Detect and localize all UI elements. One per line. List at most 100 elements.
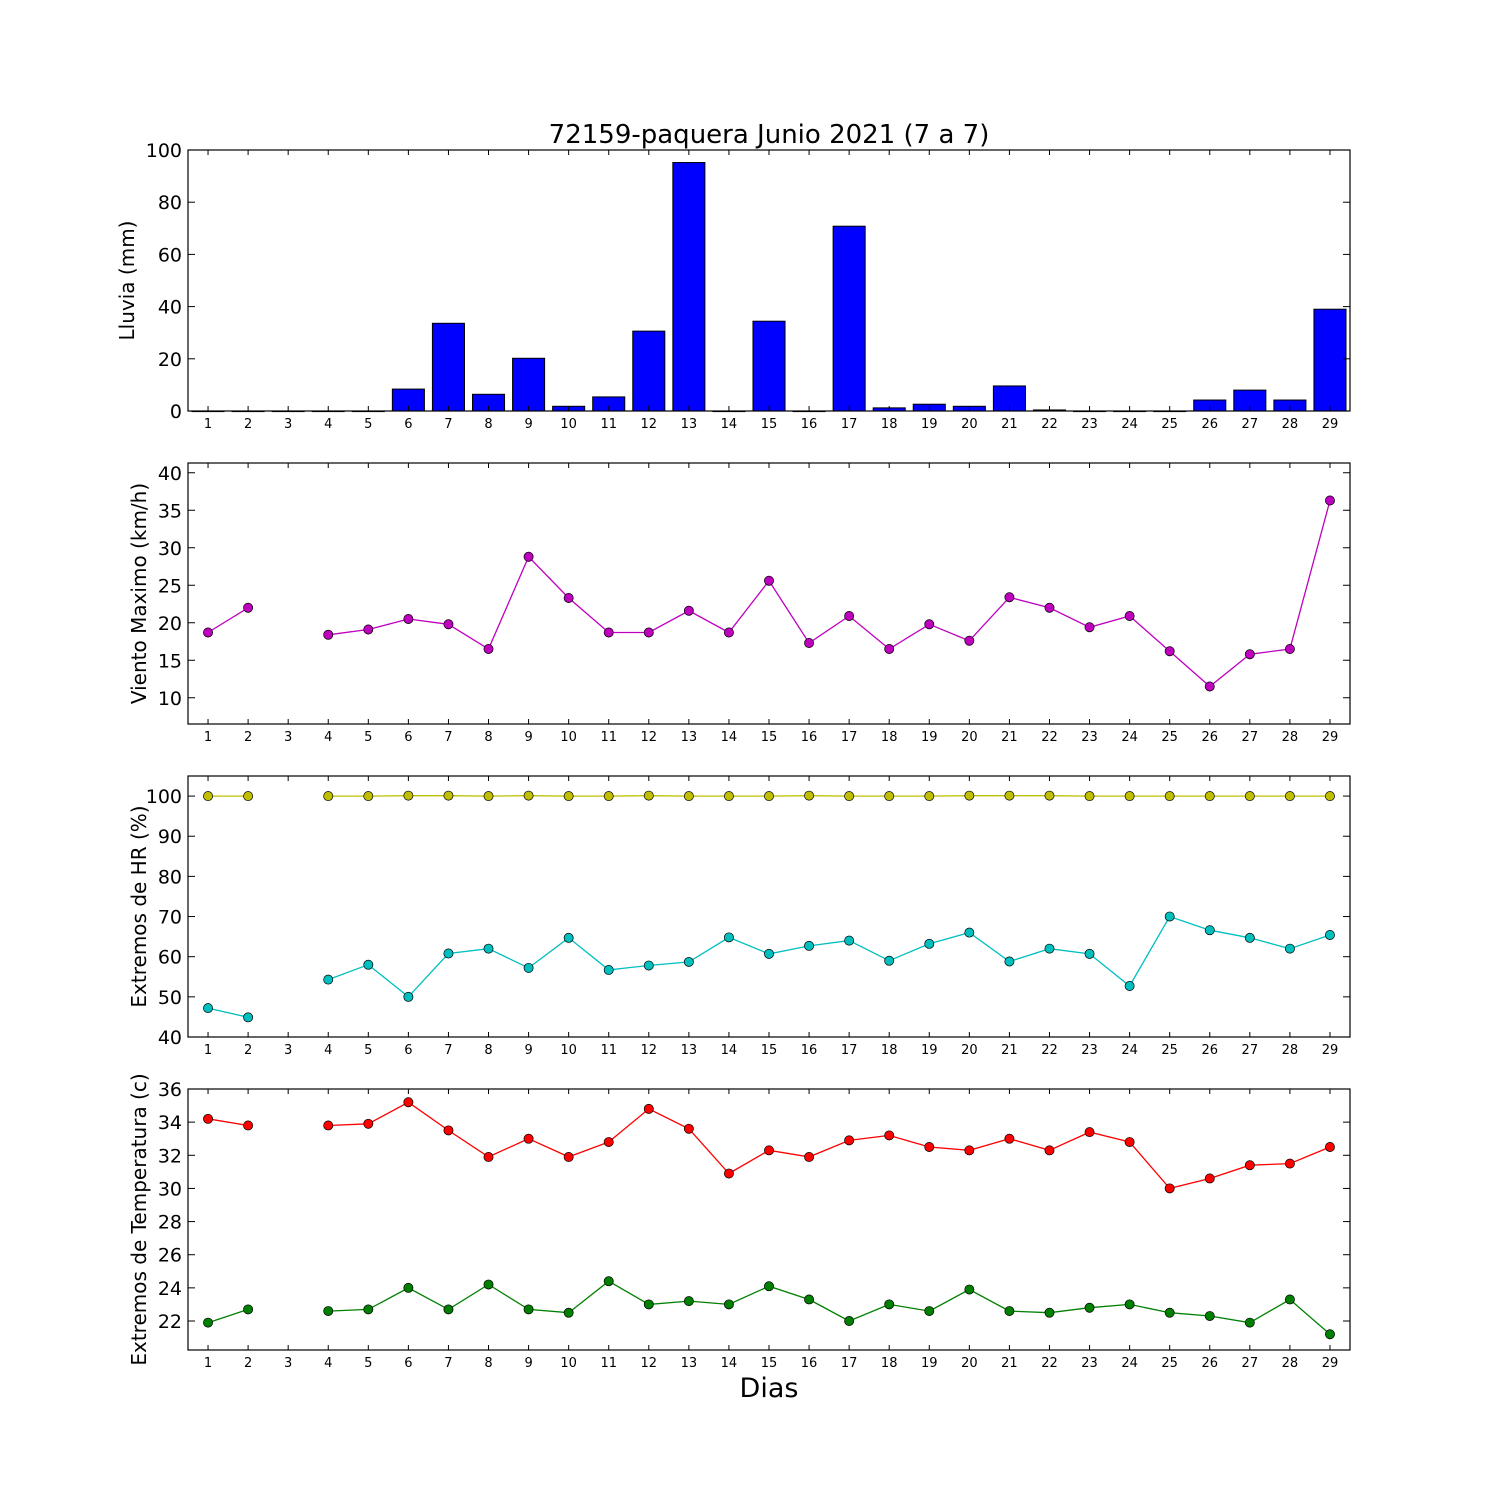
- x-tick-label: 25: [1161, 1043, 1178, 1058]
- point-series-2-day-25: [1164, 911, 1175, 922]
- x-tick-label: 22: [1041, 1043, 1058, 1058]
- point-series-1-day-6: [403, 790, 414, 801]
- x-tick-label: 28: [1282, 1043, 1299, 1058]
- x-tick-label: 27: [1242, 1356, 1259, 1371]
- point-series-1-day-12: [643, 627, 654, 638]
- point-series-1-day-6: [403, 1097, 414, 1108]
- subplot-3: 1 2 3 4 5 6 7 8 9 10 11 12 13 14 15 16 17 18 19 20 21 22 23 24 2…: [127, 775, 1351, 1058]
- point-series-2-day-13: [683, 956, 694, 967]
- x-tick-label: 23: [1081, 730, 1098, 745]
- x-tick-label: 2: [244, 730, 252, 745]
- point-series-1-day-9: [523, 551, 534, 562]
- point-series-1-day-18: [884, 1130, 895, 1141]
- x-tick-label: 19: [921, 1356, 938, 1371]
- point-series-1-day-25: [1164, 791, 1175, 802]
- subplots: 1 2 3 4 5 6 7 8 9 10 11 12 13 14 15 16 17 18 19 20 21 22 23 24 2…: [115, 120, 1351, 1404]
- point-series-1-day-26: [1204, 791, 1215, 802]
- x-tick-label: 8: [484, 1356, 492, 1371]
- x-tick-label: 25: [1161, 1356, 1178, 1371]
- point-series-1-day-22: [1044, 790, 1055, 801]
- x-tick-label: 4: [324, 417, 332, 432]
- y-tick-label: 28: [158, 1212, 182, 1234]
- x-tick-label: 16: [801, 730, 818, 745]
- point-series-2-day-13: [683, 1296, 694, 1307]
- point-series-1-day-20: [964, 790, 975, 801]
- point-series-1-day-24: [1124, 791, 1135, 802]
- point-series-1-day-13: [683, 791, 694, 802]
- point-series-2-day-15: [764, 1281, 774, 1292]
- point-series-2-day-21: [1004, 956, 1015, 967]
- x-tick-label: 19: [921, 1043, 938, 1058]
- point-series-1-day-26: [1204, 1173, 1215, 1184]
- point-series-1-day-1: [203, 791, 213, 802]
- point-series-1-day-19: [924, 1142, 935, 1152]
- point-series-2-day-4: [323, 974, 334, 985]
- point-series-2-day-4: [323, 1306, 334, 1317]
- point-series-2-day-6: [403, 991, 414, 1002]
- point-series-1-day-15: [764, 575, 774, 586]
- x-tick-label: 8: [484, 417, 492, 432]
- x-tick-label: 3: [284, 417, 292, 432]
- bar-day-9: [512, 357, 546, 412]
- x-tick-label: 12: [641, 1356, 658, 1371]
- x-tick-label: 11: [600, 1356, 617, 1371]
- x-tick-label: 2: [244, 417, 252, 432]
- point-series-1-day-14: [723, 1168, 734, 1179]
- point-series-1-day-2: [243, 602, 254, 613]
- x-tick-label: 13: [681, 730, 698, 745]
- y-tick-label: 20: [158, 349, 182, 371]
- x-tick-label: 1: [204, 417, 212, 432]
- y-tick-label: 34: [158, 1112, 182, 1134]
- point-series-2-day-7: [443, 1304, 454, 1315]
- point-series-1-day-17: [844, 791, 855, 802]
- x-tick-label: 15: [761, 1043, 778, 1058]
- point-series-1-day-4: [323, 791, 334, 802]
- x-tick-label: 20: [961, 417, 978, 432]
- point-series-1-day-21: [1004, 790, 1015, 801]
- x-tick-label: 6: [404, 730, 412, 745]
- point-series-1-day-14: [723, 627, 734, 638]
- x-tick-label: 23: [1081, 1043, 1098, 1058]
- x-tick-label: 27: [1242, 1043, 1259, 1058]
- point-series-2-day-14: [723, 932, 734, 943]
- x-tick-label: 6: [404, 1356, 412, 1371]
- bar-day-17: [832, 225, 866, 412]
- point-series-1-day-26: [1204, 681, 1215, 692]
- point-series-2-day-20: [964, 927, 975, 938]
- point-series-2-day-23: [1084, 948, 1095, 959]
- x-tick-label: 15: [761, 417, 778, 432]
- y-tick-label: 20: [158, 613, 182, 635]
- x-tick-label: 11: [600, 417, 617, 432]
- y-tick-label: 60: [158, 244, 182, 266]
- point-series-2-day-25: [1164, 1307, 1175, 1318]
- x-tick-label: 7: [444, 1043, 452, 1058]
- x-tick-label: 28: [1282, 1356, 1299, 1371]
- point-series-2-day-1: [203, 1003, 213, 1014]
- point-series-2-day-1: [203, 1317, 213, 1328]
- y-tick-label: 36: [158, 1079, 182, 1101]
- x-tick-label: 5: [364, 1356, 372, 1371]
- series-line-2: [207, 915, 1331, 1018]
- point-series-2-day-12: [643, 960, 654, 971]
- point-series-2-day-9: [523, 962, 534, 973]
- point-series-1-day-25: [1164, 646, 1175, 657]
- point-series-1-day-29: [1325, 791, 1335, 802]
- point-series-1-day-15: [764, 791, 774, 802]
- y-tick-label: 24: [158, 1278, 182, 1300]
- series-line-1: [207, 1101, 1331, 1190]
- point-series-1-day-13: [683, 605, 694, 616]
- x-tick-label: 26: [1201, 417, 1218, 432]
- bar-day-7: [431, 322, 465, 412]
- x-tick-label: 18: [881, 1356, 898, 1371]
- point-series-1-day-1: [203, 1113, 213, 1124]
- point-series-2-day-6: [403, 1282, 414, 1293]
- x-tick-label: 25: [1161, 417, 1178, 432]
- point-series-1-day-11: [603, 791, 614, 802]
- x-tick-label: 24: [1121, 730, 1138, 745]
- point-series-1-day-11: [603, 627, 614, 638]
- x-tick-label: 24: [1121, 417, 1138, 432]
- x-tick-label: 24: [1121, 1356, 1138, 1371]
- y-tick-label: 90: [158, 826, 182, 848]
- point-series-2-day-28: [1284, 1294, 1295, 1305]
- point-series-2-day-8: [483, 943, 494, 954]
